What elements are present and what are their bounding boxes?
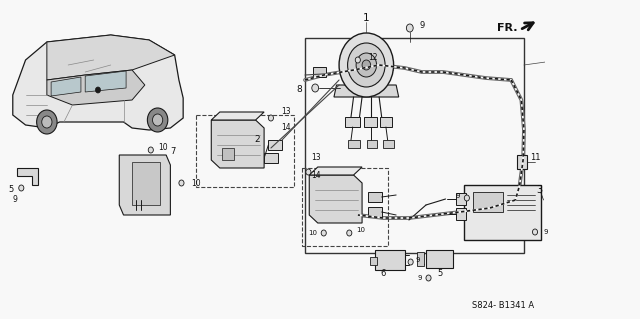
Text: 14: 14	[281, 123, 291, 132]
Polygon shape	[211, 112, 264, 120]
Text: 9: 9	[456, 193, 460, 199]
Polygon shape	[211, 120, 264, 168]
Text: 9: 9	[13, 196, 18, 204]
Circle shape	[147, 108, 168, 132]
Circle shape	[36, 110, 57, 134]
Polygon shape	[17, 168, 38, 185]
Text: 10: 10	[192, 179, 202, 188]
Circle shape	[356, 53, 376, 77]
Circle shape	[426, 275, 431, 281]
Text: 13: 13	[311, 153, 321, 162]
Bar	[371, 58, 385, 68]
Circle shape	[179, 180, 184, 186]
Bar	[348, 140, 360, 148]
Circle shape	[268, 115, 273, 121]
Bar	[473, 192, 502, 212]
Circle shape	[339, 33, 394, 97]
Text: 9: 9	[419, 20, 424, 29]
Text: 6: 6	[381, 269, 386, 278]
Polygon shape	[132, 162, 160, 205]
Polygon shape	[13, 35, 183, 130]
Text: 14: 14	[311, 170, 321, 180]
Circle shape	[355, 57, 360, 63]
Text: 7: 7	[170, 147, 176, 157]
Bar	[368, 192, 381, 202]
Text: 9: 9	[543, 229, 548, 235]
Circle shape	[348, 43, 385, 87]
Bar	[305, 38, 524, 253]
Bar	[426, 250, 453, 268]
Polygon shape	[85, 71, 126, 92]
Circle shape	[321, 230, 326, 236]
Polygon shape	[47, 70, 145, 105]
Bar	[221, 148, 234, 160]
Text: S824- B1341 A: S824- B1341 A	[472, 300, 534, 309]
Text: 13: 13	[281, 108, 291, 116]
Bar	[375, 250, 404, 270]
Bar	[268, 140, 282, 150]
Circle shape	[42, 116, 52, 128]
Text: 3: 3	[537, 185, 543, 195]
Text: 9: 9	[417, 275, 422, 281]
Circle shape	[408, 259, 413, 265]
Bar	[313, 67, 326, 77]
Bar	[456, 208, 466, 220]
Circle shape	[532, 229, 538, 235]
Bar	[367, 140, 378, 148]
Polygon shape	[51, 77, 81, 96]
Polygon shape	[47, 35, 175, 80]
Polygon shape	[309, 175, 362, 223]
Bar	[196, 115, 294, 187]
Text: 8: 8	[297, 85, 303, 93]
Circle shape	[95, 87, 100, 93]
Bar	[383, 140, 394, 148]
Text: 5: 5	[8, 186, 13, 195]
Circle shape	[347, 230, 352, 236]
Circle shape	[152, 114, 163, 126]
Circle shape	[312, 84, 319, 92]
Text: 10: 10	[159, 144, 168, 152]
Circle shape	[306, 169, 311, 175]
Bar	[368, 207, 381, 217]
Bar	[345, 117, 360, 127]
Bar	[264, 153, 278, 163]
Text: 10: 10	[356, 227, 365, 233]
Text: 12: 12	[368, 54, 378, 63]
Polygon shape	[334, 85, 399, 97]
Bar	[456, 193, 466, 205]
Polygon shape	[309, 167, 362, 175]
Bar	[417, 252, 424, 266]
Circle shape	[406, 24, 413, 32]
Circle shape	[148, 147, 154, 153]
Circle shape	[362, 60, 371, 70]
Bar	[303, 168, 388, 246]
Polygon shape	[119, 155, 170, 215]
Text: 9: 9	[416, 257, 420, 263]
Bar	[464, 185, 541, 240]
Text: FR.: FR.	[497, 23, 518, 33]
Circle shape	[464, 195, 469, 201]
Text: 2: 2	[254, 136, 260, 145]
Text: 1: 1	[363, 13, 370, 23]
Bar	[364, 117, 378, 127]
Bar	[370, 257, 376, 265]
Bar	[380, 117, 392, 127]
Text: 5: 5	[437, 269, 442, 278]
Bar	[517, 155, 527, 169]
Text: 11: 11	[530, 153, 540, 162]
Circle shape	[19, 185, 24, 191]
Bar	[340, 62, 355, 72]
Text: 10: 10	[308, 230, 317, 236]
